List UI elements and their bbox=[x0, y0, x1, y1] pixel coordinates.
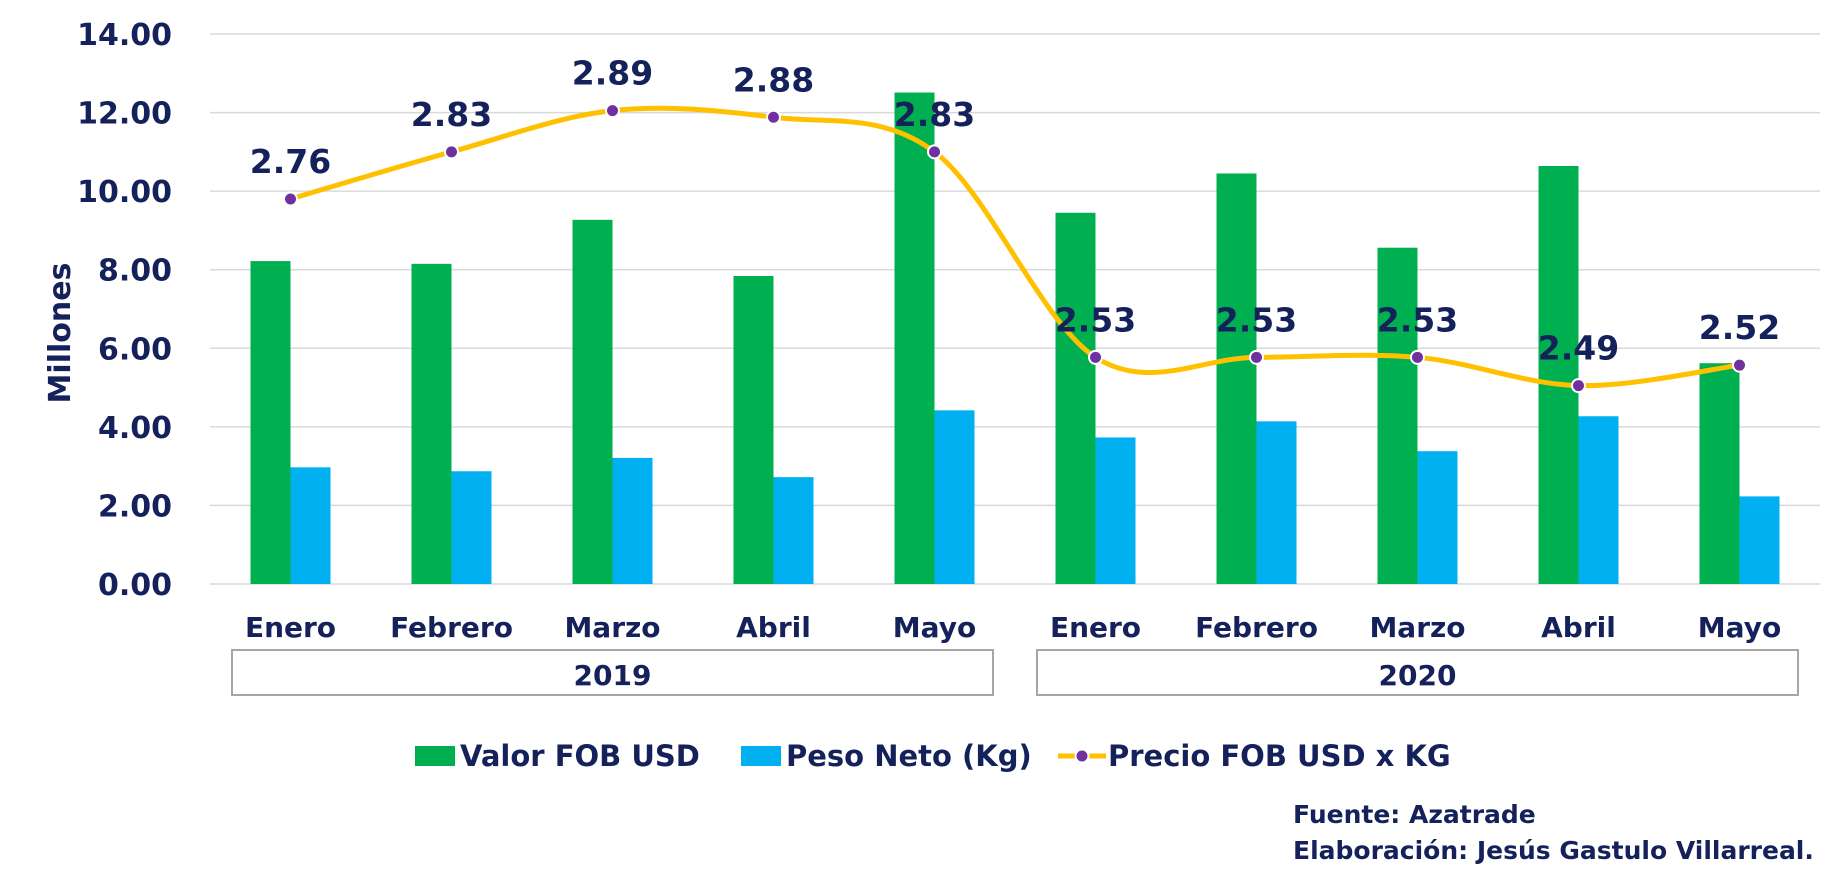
bar-valor-fob bbox=[1377, 247, 1418, 584]
bar-peso-neto bbox=[773, 477, 814, 584]
legend-swatch-valor-fob bbox=[415, 746, 455, 766]
bar-valor-fob bbox=[733, 276, 774, 584]
bar-valor-fob bbox=[1216, 173, 1257, 584]
author-note: Elaboración: Jesús Gastulo Villarreal. bbox=[1293, 836, 1814, 865]
price-label: 2.88 bbox=[733, 60, 814, 99]
price-point bbox=[605, 103, 620, 119]
year-group-box bbox=[1036, 649, 1799, 696]
bar-valor-fob bbox=[572, 219, 613, 585]
y-tick-label: 12.00 bbox=[77, 97, 172, 132]
price-label: 2.83 bbox=[411, 95, 492, 134]
price-point bbox=[927, 144, 942, 160]
price-label: 2.53 bbox=[1055, 300, 1136, 339]
bar-peso-neto bbox=[1095, 437, 1136, 584]
bar-valor-fob bbox=[1055, 212, 1096, 584]
category-label: Mayo bbox=[1698, 611, 1781, 644]
y-tick-label: 4.00 bbox=[98, 411, 172, 446]
legend-label-precio: Precio FOB USD x KG bbox=[1108, 739, 1451, 773]
category-label: Febrero bbox=[390, 611, 513, 644]
price-point bbox=[283, 191, 298, 207]
year-label: 2019 bbox=[574, 659, 652, 692]
bar-valor-fob bbox=[894, 92, 935, 585]
y-tick-label: 14.00 bbox=[77, 18, 172, 53]
price-point bbox=[1410, 349, 1425, 365]
bar-peso-neto bbox=[934, 410, 975, 584]
price-point bbox=[1088, 349, 1103, 365]
category-label: Marzo bbox=[1369, 611, 1465, 644]
legend: Valor FOB USD Peso Neto (Kg) Precio FOB US… bbox=[415, 739, 1451, 773]
price-point bbox=[766, 109, 781, 125]
price-label: 2.89 bbox=[572, 54, 653, 93]
bar-peso-neto bbox=[1578, 416, 1619, 584]
y-tick-label: 2.00 bbox=[98, 489, 172, 524]
category-labels: Enero Febrero Marzo Abril Mayo Enero Febrero Ma… bbox=[245, 611, 1781, 644]
category-label: Abril bbox=[1541, 611, 1616, 644]
category-label: Enero bbox=[245, 611, 336, 644]
price-point bbox=[444, 144, 459, 160]
year-group-box bbox=[231, 649, 994, 696]
price-label: 2.76 bbox=[250, 142, 331, 181]
bar-peso-neto bbox=[612, 457, 653, 584]
y-axis-ticks: 0.00 2.00 4.00 6.00 8.00 10.00 12.00 14.00 bbox=[77, 18, 172, 603]
bar-peso-neto bbox=[1739, 496, 1780, 584]
price-point bbox=[1571, 378, 1586, 394]
legend-label-peso-neto: Peso Neto (Kg) bbox=[786, 739, 1032, 773]
y-axis-label: Millones bbox=[43, 263, 78, 404]
category-label: Abril bbox=[736, 611, 811, 644]
price-line bbox=[283, 103, 1747, 394]
bar-valor-fob bbox=[411, 263, 452, 584]
legend-swatch-peso-neto bbox=[741, 746, 781, 766]
bar-valor-fob bbox=[1699, 363, 1740, 584]
category-label: Febrero bbox=[1195, 611, 1318, 644]
category-label: Mayo bbox=[893, 611, 976, 644]
legend-marker-precio bbox=[1074, 748, 1090, 764]
bar-valor-fob bbox=[250, 261, 291, 584]
category-label: Marzo bbox=[564, 611, 660, 644]
price-label: 2.52 bbox=[1699, 308, 1780, 347]
price-label: 2.53 bbox=[1377, 300, 1458, 339]
category-label: Enero bbox=[1050, 611, 1141, 644]
bars bbox=[250, 92, 1780, 585]
price-label: 2.83 bbox=[894, 95, 975, 134]
y-tick-label: 6.00 bbox=[98, 332, 172, 367]
bar-valor-fob bbox=[1538, 166, 1579, 584]
bar-peso-neto bbox=[451, 471, 492, 584]
price-line-path bbox=[289, 105, 1740, 389]
y-tick-label: 0.00 bbox=[98, 568, 172, 603]
price-point bbox=[1249, 349, 1264, 365]
y-tick-label: 10.00 bbox=[77, 175, 172, 210]
y-tick-label: 8.00 bbox=[98, 254, 172, 289]
year-groups: 2019 2020 bbox=[231, 649, 1799, 696]
source-note: Fuente: Azatrade bbox=[1293, 800, 1536, 829]
price-point bbox=[1732, 357, 1747, 373]
legend-label-valor-fob: Valor FOB USD bbox=[460, 739, 700, 773]
bar-peso-neto bbox=[1417, 451, 1458, 584]
bar-peso-neto bbox=[290, 467, 331, 584]
bar-peso-neto bbox=[1256, 421, 1297, 584]
price-label: 2.49 bbox=[1538, 329, 1619, 368]
data-labels: 2.76 2.83 2.89 2.88 2.83 2.53 2.53 2.53 2.49 2.52 bbox=[250, 54, 1780, 368]
year-label: 2020 bbox=[1379, 659, 1457, 692]
price-label: 2.53 bbox=[1216, 300, 1297, 339]
